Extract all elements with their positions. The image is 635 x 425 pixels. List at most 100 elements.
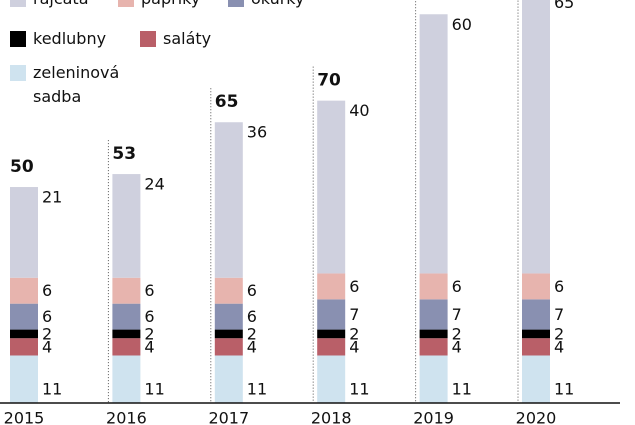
bar-segment	[214, 303, 243, 330]
value-label: 2	[452, 324, 462, 343]
bar-segment	[522, 299, 550, 330]
value-label: 4	[144, 337, 154, 356]
value-label: 40	[349, 101, 369, 120]
bar-segment	[112, 277, 141, 304]
value-label: 7	[452, 305, 462, 324]
total-label: 53	[112, 144, 136, 164]
value-label: 4	[247, 337, 257, 356]
bar-segment	[522, 0, 550, 274]
value-label: 6	[452, 277, 462, 296]
legend-label: okurky	[251, 0, 304, 11]
bar-segment	[10, 338, 38, 356]
legend-label: papriky	[141, 0, 200, 11]
bar-segment	[112, 338, 141, 356]
value-label: 4	[554, 337, 564, 356]
bar-segment	[522, 329, 550, 339]
value-label: 7	[349, 305, 359, 324]
value-label: 6	[42, 307, 52, 326]
bar-segment	[317, 299, 346, 330]
value-label: 24	[144, 175, 164, 194]
value-label: 6	[144, 281, 154, 300]
total-label: 50	[10, 157, 34, 177]
legend-swatch	[10, 31, 26, 47]
bar-segment	[10, 329, 38, 339]
bar-segment	[112, 329, 141, 339]
legend-swatch	[140, 31, 156, 47]
value-label: 36	[247, 123, 267, 142]
value-label: 7	[554, 305, 564, 324]
legend-item: rajčata	[10, 0, 89, 11]
value-label: 11	[554, 380, 574, 399]
bar-segment	[214, 122, 243, 278]
bar-segment	[214, 338, 243, 356]
bar-segment	[522, 355, 550, 403]
legend-item: okurky	[228, 0, 304, 11]
bar-segment	[112, 355, 141, 403]
total-label: 65	[215, 92, 239, 112]
value-label: 11	[144, 380, 164, 399]
legend-item: zeleninová sadba	[10, 61, 135, 109]
x-tick-label: 2020	[516, 409, 557, 425]
bar-segment	[419, 273, 448, 300]
value-label: 60	[452, 15, 472, 34]
bar-segment	[419, 355, 448, 403]
bar-segment	[317, 273, 346, 300]
total-label: 90	[420, 0, 444, 4]
legend-item: papriky	[118, 0, 200, 11]
value-label: 6	[349, 277, 359, 296]
value-label: 6	[554, 277, 564, 296]
bar-segment	[522, 338, 550, 356]
bar-segment	[112, 303, 141, 330]
bar-segment	[419, 329, 448, 339]
value-label: 2	[349, 324, 359, 343]
x-tick-label: 2017	[208, 409, 249, 425]
value-label: 2	[247, 324, 257, 343]
value-label: 11	[452, 380, 472, 399]
bar-segment	[317, 355, 346, 403]
value-label: 11	[42, 380, 62, 399]
legend-item: kedlubny	[10, 27, 106, 51]
bar-segment	[317, 329, 346, 339]
x-tick-label: 2019	[413, 409, 454, 425]
value-label: 11	[247, 380, 267, 399]
bar-segment	[214, 277, 243, 304]
value-label: 2	[554, 324, 564, 343]
value-label: 4	[452, 337, 462, 356]
legend-label: rajčata	[33, 0, 89, 11]
value-label: 2	[144, 324, 154, 343]
value-label: 4	[42, 337, 52, 356]
legend-swatch	[118, 0, 134, 7]
bar-segment	[214, 355, 243, 403]
bar-segment	[419, 299, 448, 330]
bar-segment	[317, 338, 346, 356]
bar-segment	[10, 355, 38, 403]
bar-segment	[112, 174, 141, 278]
value-label: 11	[349, 380, 369, 399]
x-tick-label: 2015	[4, 409, 45, 425]
legend-label: kedlubny	[33, 29, 107, 48]
value-label: 21	[42, 188, 62, 207]
bar-segment	[10, 303, 38, 330]
bar-segment	[317, 100, 346, 274]
legend-swatch	[10, 0, 26, 7]
bar-segment	[10, 277, 38, 304]
bar-segment	[419, 338, 448, 356]
total-label: 70	[317, 71, 341, 91]
value-label: 6	[247, 281, 257, 300]
bar-segment	[522, 273, 550, 300]
value-label: 65	[554, 0, 574, 12]
bar-segment	[214, 329, 243, 339]
value-label: 6	[42, 281, 52, 300]
value-label: 6	[247, 307, 257, 326]
x-tick-label: 2016	[106, 409, 147, 425]
bar-segment	[10, 187, 38, 278]
value-label: 4	[349, 337, 359, 356]
legend-label: zeleninová sadba	[33, 63, 120, 106]
bar-segment	[419, 14, 448, 274]
legend-swatch	[10, 65, 26, 81]
legend-label: saláty	[163, 29, 212, 48]
value-label: 2	[42, 324, 52, 343]
x-tick-label: 2018	[311, 409, 352, 425]
